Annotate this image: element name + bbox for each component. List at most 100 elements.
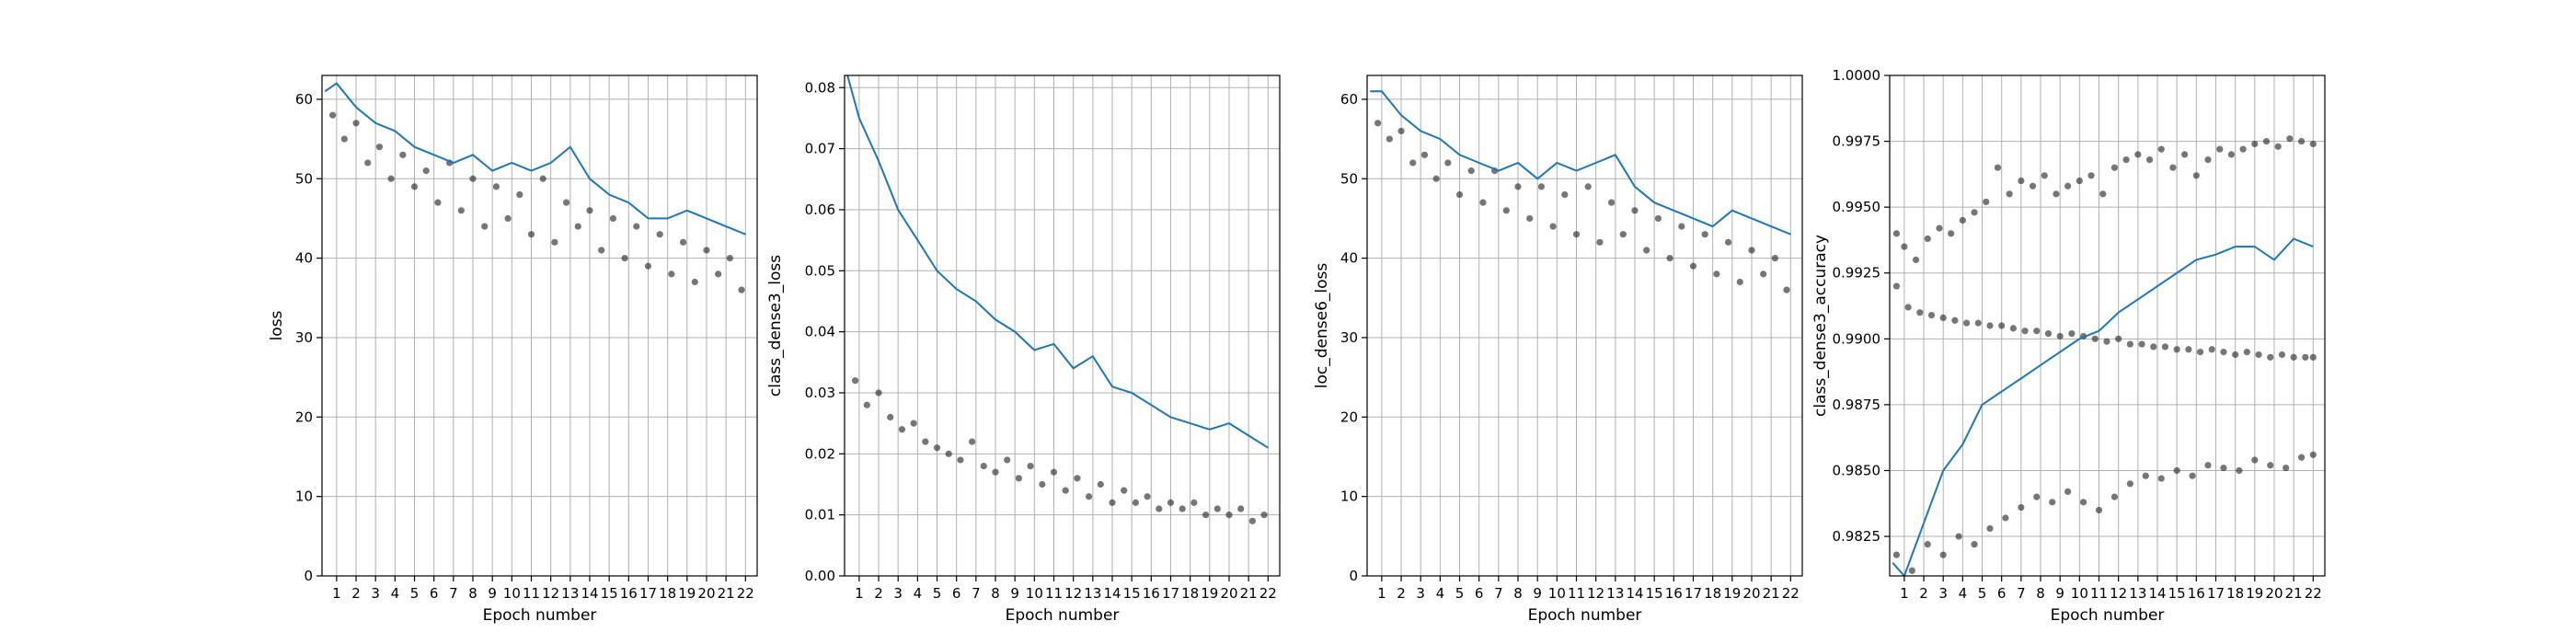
data-point: [492, 183, 500, 190]
x-tick-label: 2: [874, 585, 883, 602]
data-point: [364, 159, 372, 167]
data-point: [910, 420, 917, 427]
data-point: [2236, 466, 2243, 475]
data-point: [2298, 454, 2306, 461]
x-tick-label: 10: [1026, 585, 1043, 602]
data-point: [1596, 238, 1604, 246]
x-tick-label: 3: [1938, 585, 1948, 602]
data-point: [945, 450, 952, 457]
data-point: [586, 207, 593, 214]
x-tick-label: 21: [718, 585, 735, 602]
x-tick-label: 22: [737, 585, 754, 602]
data-point: [668, 270, 675, 278]
data-point: [2150, 343, 2157, 351]
data-point: [863, 401, 870, 408]
data-point: [1971, 209, 1978, 216]
data-point: [2290, 353, 2297, 361]
data-point: [2064, 182, 2072, 190]
data-point: [2009, 325, 2017, 332]
data-point: [1479, 199, 1487, 206]
data-point: [980, 462, 987, 470]
data-point: [852, 377, 859, 385]
x-tick-label: 9: [488, 585, 497, 602]
x-tick-label: 19: [678, 585, 696, 602]
x-tick-label: 1: [855, 585, 864, 602]
x-tick-label: 7: [972, 585, 981, 602]
x-tick-label: 15: [1646, 585, 1663, 602]
x-tick-label: 18: [1181, 585, 1199, 602]
x-tick-label: 8: [991, 585, 1000, 602]
data-point: [2115, 335, 2122, 342]
data-point: [434, 199, 442, 206]
data-point: [1912, 256, 1920, 264]
x-axis-label: Epoch number: [483, 606, 597, 625]
x-tick-label: 12: [542, 585, 559, 602]
data-point: [1974, 319, 1982, 327]
data-point: [539, 175, 546, 182]
data-point: [1678, 223, 1685, 230]
x-tick-label: 6: [1997, 585, 2007, 602]
data-point: [2126, 480, 2133, 488]
y-tick-label: 60: [295, 91, 313, 108]
plot-area: [1892, 135, 2317, 576]
data-point: [679, 238, 687, 246]
data-point: [422, 167, 430, 175]
data-point: [1039, 480, 1046, 489]
x-tick-label: 6: [1475, 585, 1484, 602]
data-point: [1736, 278, 1743, 286]
data-point: [1748, 247, 1755, 254]
data-point: [2309, 451, 2317, 458]
x-tick-label: 7: [449, 585, 458, 602]
data-point: [609, 214, 616, 223]
data-point: [1225, 512, 1233, 519]
chart-panel-1: 1 2 3 4 5 6 7 8 9 10 11 12 13 14 15 16 17 18 19 20 21 2201020…: [268, 75, 758, 625]
data-point: [1467, 167, 1475, 175]
y-tick-label: 60: [1340, 91, 1358, 108]
data-point: [1202, 512, 1210, 519]
data-point: [2204, 156, 2212, 164]
x-tick-label: 5: [933, 585, 942, 602]
data-point: [957, 456, 964, 464]
x-tick-label: 15: [601, 585, 618, 602]
data-point: [387, 175, 395, 182]
data-point: [2298, 137, 2306, 145]
x-tick-label: 10: [1548, 585, 1566, 602]
data-point: [1951, 316, 1959, 324]
data-point: [2251, 140, 2259, 148]
data-point: [1783, 286, 1790, 293]
data-point: [1892, 551, 1901, 558]
data-point: [1939, 314, 1947, 322]
data-point: [691, 278, 698, 286]
x-tick-label: 20: [2265, 585, 2283, 602]
x-tick-label: 14: [2148, 585, 2166, 602]
data-point: [1156, 505, 1163, 512]
data-point: [1374, 120, 1382, 127]
data-point: [2157, 145, 2165, 153]
x-tick-label: 12: [1064, 585, 1082, 602]
data-point: [2192, 172, 2200, 179]
data-point: [551, 238, 558, 246]
data-point: [1939, 551, 1947, 558]
x-tick-label: 16: [1143, 585, 1160, 602]
data-point: [2251, 456, 2259, 464]
x-tick-label: 22: [2305, 585, 2322, 602]
data-point: [1572, 231, 1581, 238]
x-tick-label: 12: [2110, 585, 2127, 602]
plot-area: [846, 75, 1269, 524]
data-point: [1144, 493, 1151, 500]
y-axis-label: class_dense3_accuracy: [1811, 235, 1830, 417]
y-tick-label: 1.0000: [1833, 67, 1881, 84]
data-point: [1924, 541, 1931, 548]
data-point: [1213, 505, 1221, 512]
data-point: [2076, 177, 2083, 185]
x-tick-label: 5: [1978, 585, 1987, 602]
data-point: [2053, 190, 2060, 198]
y-tick-label: 0.07: [805, 141, 835, 157]
data-point: [1631, 207, 1639, 214]
data-point: [2122, 156, 2130, 164]
x-tick-label: 8: [468, 585, 477, 602]
y-tick-label: 40: [1340, 250, 1358, 267]
x-tick-label: 18: [2226, 585, 2244, 602]
series-line: [1892, 237, 2314, 576]
x-tick-label: 7: [1494, 585, 1503, 602]
